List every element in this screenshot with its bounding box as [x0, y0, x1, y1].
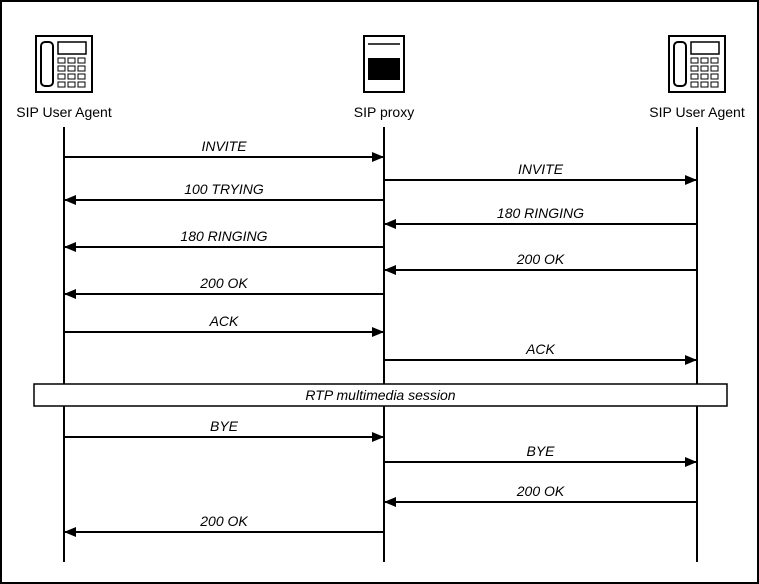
message-arrow: 200 OK	[64, 275, 384, 299]
message-label: 200 OK	[199, 513, 248, 529]
message-label: ACK	[209, 313, 239, 329]
message-label: 200 OK	[516, 483, 565, 499]
message-label: 180 RINGING	[497, 205, 584, 221]
message-label: 200 OK	[199, 275, 248, 291]
message-arrow: BYE	[64, 418, 384, 442]
message-label: 180 RINGING	[180, 228, 267, 244]
session-bar: RTP multimedia session	[34, 384, 727, 406]
message-arrow: BYE	[384, 443, 697, 467]
message-label: INVITE	[201, 138, 247, 154]
message-arrow: ACK	[64, 313, 384, 337]
participant-label: SIP User Agent	[16, 104, 112, 120]
message-label: BYE	[210, 418, 239, 434]
server-icon	[364, 36, 404, 92]
session-bar-label: RTP multimedia session	[305, 387, 455, 403]
message-arrow: INVITE	[64, 138, 384, 162]
participant-label: SIP proxy	[354, 104, 414, 120]
message-arrow: 200 OK	[384, 483, 697, 507]
participant-label: SIP User Agent	[649, 104, 745, 120]
message-label: INVITE	[518, 161, 564, 177]
message-label: 200 OK	[516, 251, 565, 267]
message-arrow: INVITE	[384, 161, 697, 185]
diagram-frame: SIP User Agent SIP proxy SIP User Agent INV…	[0, 0, 759, 584]
message-arrow: 100 TRYING	[64, 181, 384, 205]
sequence-svg: SIP User Agent SIP proxy SIP User Agent INV…	[2, 2, 757, 582]
message-arrow: 180 RINGING	[384, 205, 697, 229]
message-arrow: 180 RINGING	[64, 228, 384, 252]
message-arrow: 200 OK	[384, 251, 697, 275]
phone-icon	[669, 36, 725, 92]
message-label: 100 TRYING	[184, 181, 264, 197]
message-arrow: 200 OK	[64, 513, 384, 537]
phone-icon	[36, 36, 92, 92]
message-label: ACK	[525, 341, 555, 357]
message-label: BYE	[526, 443, 555, 459]
message-arrow: ACK	[384, 341, 697, 365]
